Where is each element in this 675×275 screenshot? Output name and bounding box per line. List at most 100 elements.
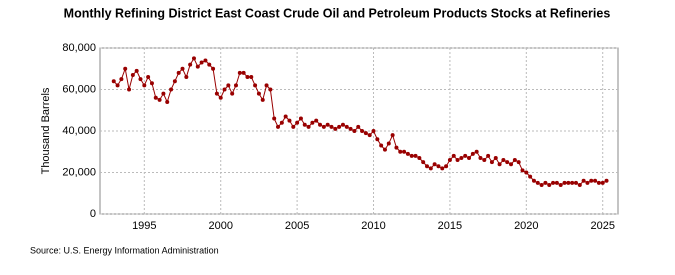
data-point xyxy=(226,83,231,88)
data-point xyxy=(119,77,124,82)
data-point xyxy=(505,160,510,165)
data-point xyxy=(428,166,433,171)
data-point xyxy=(524,170,529,175)
data-point xyxy=(604,178,609,183)
data-point xyxy=(207,62,212,67)
data-point xyxy=(295,120,300,125)
data-point xyxy=(233,83,238,88)
data-point xyxy=(142,83,147,88)
data-point xyxy=(417,155,422,160)
data-point xyxy=(440,166,445,171)
data-point xyxy=(203,58,208,63)
data-point xyxy=(363,131,368,136)
data-point xyxy=(562,180,567,185)
data-point xyxy=(405,151,410,156)
data-point xyxy=(535,180,540,185)
data-point xyxy=(489,160,494,165)
data-point xyxy=(474,149,479,154)
data-point xyxy=(371,129,376,133)
data-point xyxy=(444,164,449,169)
data-point xyxy=(593,178,598,183)
y-tick-label: 60,000 xyxy=(62,83,96,95)
data-point xyxy=(287,118,292,123)
data-point xyxy=(459,155,464,160)
data-point xyxy=(573,180,578,185)
data-point xyxy=(497,162,502,167)
data-point xyxy=(436,164,441,169)
data-point xyxy=(493,155,498,160)
data-point xyxy=(551,180,556,185)
x-tick-label: 2015 xyxy=(438,220,462,232)
data-point xyxy=(348,126,353,131)
data-point xyxy=(596,180,601,185)
data-point xyxy=(314,118,319,123)
data-point xyxy=(115,83,120,88)
data-point xyxy=(478,155,483,160)
data-point xyxy=(276,124,281,129)
data-point xyxy=(577,182,582,187)
data-point xyxy=(130,72,135,77)
y-tick-label: 20,000 xyxy=(62,166,96,178)
data-point xyxy=(386,141,391,146)
data-point xyxy=(463,153,468,158)
data-point xyxy=(253,83,258,88)
data-point xyxy=(237,70,242,75)
data-point xyxy=(123,66,128,71)
x-tick-label: 2025 xyxy=(590,220,614,232)
data-point xyxy=(344,124,349,129)
data-point xyxy=(352,129,357,133)
data-point xyxy=(333,126,338,131)
data-point xyxy=(589,178,594,183)
data-point xyxy=(180,66,185,71)
data-point xyxy=(321,124,326,129)
data-point xyxy=(520,168,525,173)
data-point xyxy=(340,122,345,127)
data-point xyxy=(211,66,216,71)
data-point xyxy=(325,122,330,127)
data-point xyxy=(509,162,514,167)
data-point xyxy=(367,133,372,138)
data-point xyxy=(512,158,517,163)
data-point xyxy=(394,145,399,150)
chart-title: Monthly Refining District East Coast Cru… xyxy=(64,6,611,20)
data-point xyxy=(283,114,288,119)
data-point xyxy=(585,180,590,185)
data-point xyxy=(337,124,342,129)
data-point xyxy=(298,116,303,121)
data-point xyxy=(356,124,361,129)
data-point xyxy=(528,174,533,179)
data-point xyxy=(318,122,323,127)
data-point xyxy=(310,120,315,125)
data-point xyxy=(272,116,277,121)
data-point xyxy=(195,64,200,69)
data-point xyxy=(531,178,536,183)
data-point xyxy=(230,91,235,96)
data-point xyxy=(486,153,491,158)
data-point xyxy=(138,77,143,82)
data-point xyxy=(157,97,162,102)
y-tick-label: 0 xyxy=(90,208,96,220)
data-point xyxy=(214,91,219,96)
data-point xyxy=(176,70,181,75)
data-point xyxy=(390,133,395,138)
data-point xyxy=(134,68,139,73)
data-point xyxy=(470,151,475,156)
data-point xyxy=(360,129,365,133)
data-point xyxy=(260,97,265,102)
source-note: Source: U.S. Energy Information Administ… xyxy=(30,245,219,255)
x-tick-label: 2000 xyxy=(208,220,232,232)
data-point xyxy=(153,95,158,100)
data-point xyxy=(424,164,429,169)
data-point xyxy=(482,158,487,163)
data-point xyxy=(382,147,387,152)
data-point xyxy=(600,180,605,185)
data-point xyxy=(291,124,296,129)
data-point xyxy=(264,83,269,88)
data-point xyxy=(306,124,311,129)
data-point xyxy=(516,160,521,165)
data-point xyxy=(199,60,204,65)
data-point xyxy=(188,62,193,67)
y-tick-label: 40,000 xyxy=(62,125,96,137)
data-point xyxy=(256,91,261,96)
data-point xyxy=(279,120,284,125)
